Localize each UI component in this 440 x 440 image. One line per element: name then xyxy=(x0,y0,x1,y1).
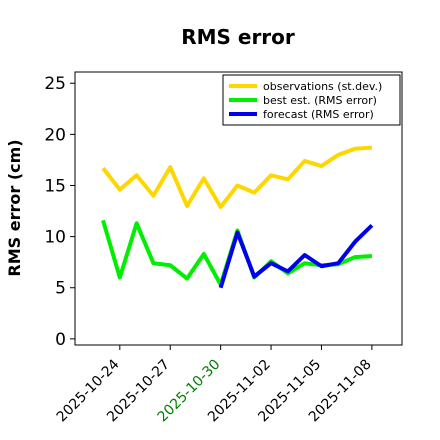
y-tick-label: 15 xyxy=(44,176,66,196)
legend-label: forecast (RMS error) xyxy=(263,108,374,121)
y-axis-label: RMS error (cm) xyxy=(5,139,24,276)
series-line xyxy=(218,223,374,289)
y-tick-label: 5 xyxy=(55,279,66,299)
chart-title: RMS error xyxy=(181,25,295,49)
legend-label: observations (st.dev.) xyxy=(263,80,382,93)
legend-label: best est. (RMS error) xyxy=(263,94,377,107)
y-tick-label: 0 xyxy=(55,330,66,350)
series-line xyxy=(101,145,373,209)
y-tick-label: 20 xyxy=(44,125,66,145)
y-tick-label: 25 xyxy=(44,74,66,94)
series-line xyxy=(101,219,373,287)
y-tick-label: 10 xyxy=(44,228,66,248)
plot-frame xyxy=(74,71,403,346)
